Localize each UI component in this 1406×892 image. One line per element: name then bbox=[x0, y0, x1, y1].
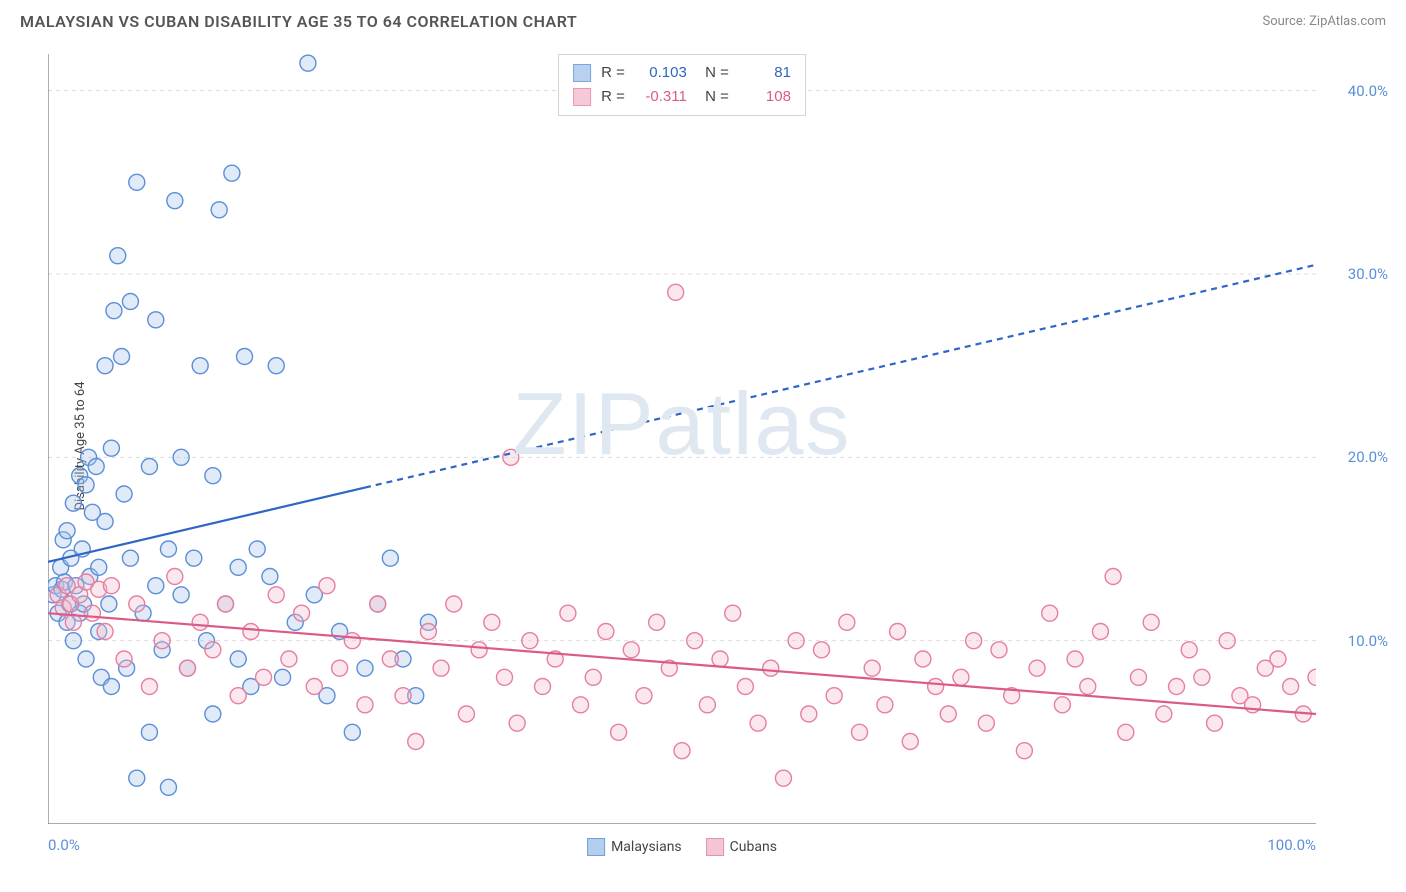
legend-item-cubans: Cubans bbox=[706, 838, 777, 856]
scatter-plot bbox=[48, 54, 1316, 824]
y-tick-label: 20.0% bbox=[1348, 448, 1388, 466]
legend-item-malaysians: Malaysians bbox=[587, 838, 682, 856]
y-tick-label: 10.0% bbox=[1348, 632, 1388, 650]
page-title: MALAYSIAN VS CUBAN DISABILITY AGE 35 TO … bbox=[20, 12, 577, 31]
legend-row-malaysians: R =0.103 N =81 bbox=[573, 61, 791, 85]
source-label: Source: ZipAtlas.com bbox=[1262, 14, 1386, 29]
correlation-legend: R =0.103 N =81R =-0.311 N =108 bbox=[558, 54, 806, 116]
x-tick-label: 0.0% bbox=[48, 836, 80, 854]
x-tick-label: 100.0% bbox=[1267, 836, 1316, 854]
y-tick-label: 30.0% bbox=[1348, 265, 1388, 283]
series-legend: Malaysians Cubans bbox=[587, 838, 777, 856]
y-tick-label: 40.0% bbox=[1348, 82, 1388, 100]
chart-area: ZIPatlas 10.0%20.0%30.0%40.0% 0.0%100.0%… bbox=[48, 54, 1316, 824]
legend-row-cubans: R =-0.311 N =108 bbox=[573, 85, 791, 109]
